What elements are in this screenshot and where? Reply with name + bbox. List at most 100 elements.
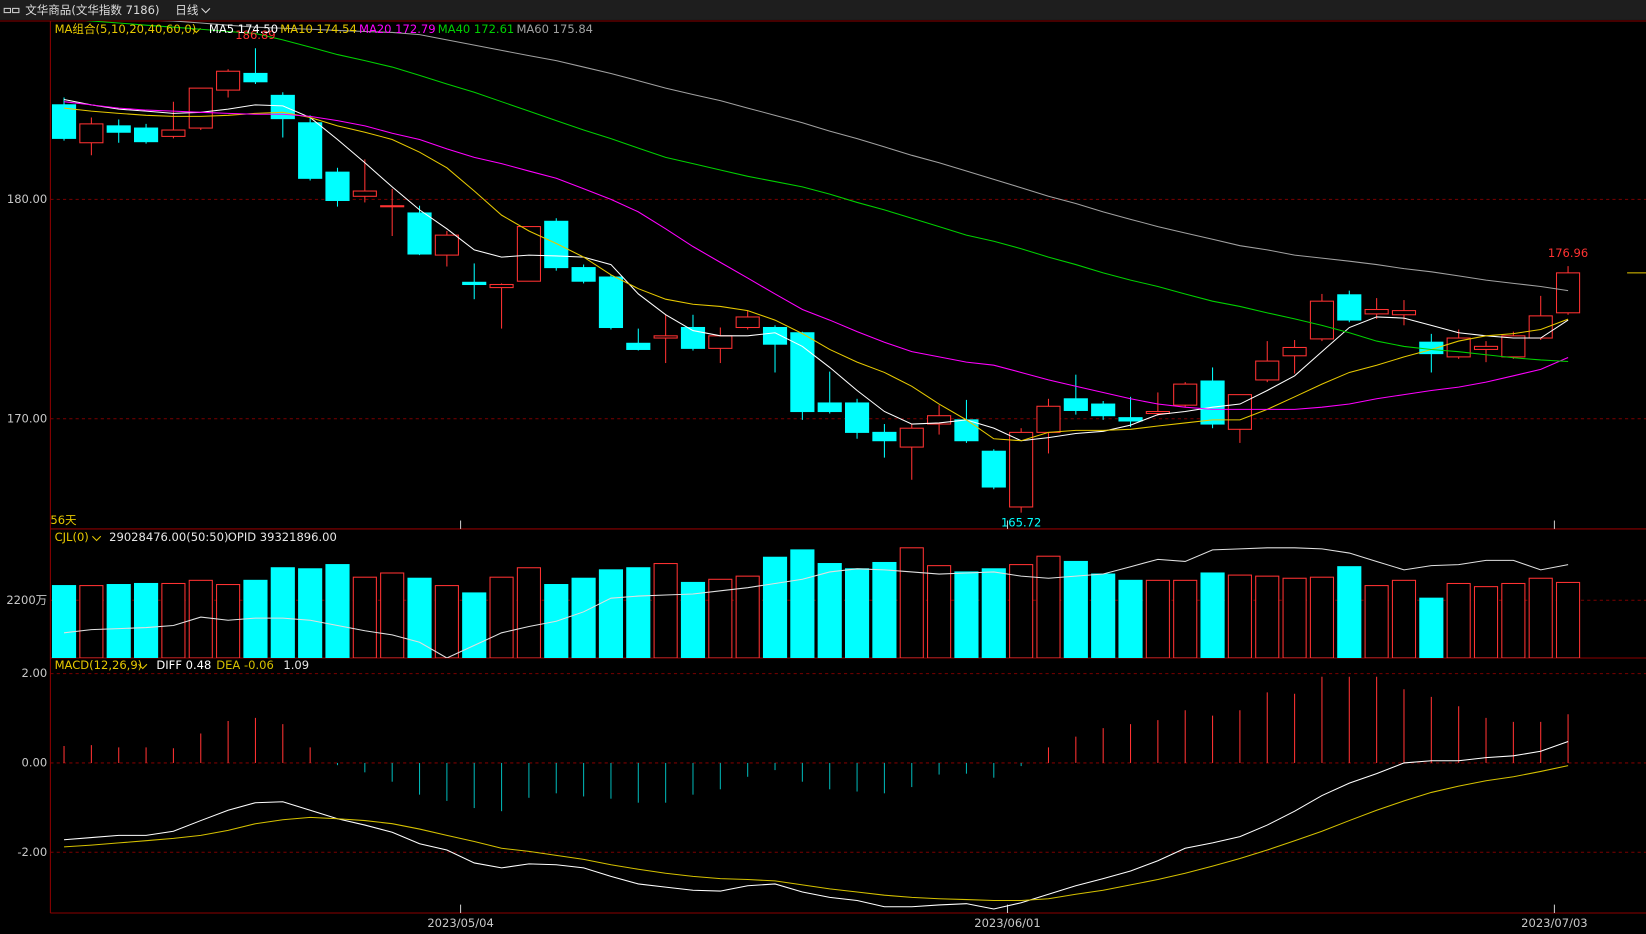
volume-bar xyxy=(1473,586,1499,658)
candle-body xyxy=(1200,380,1225,425)
volume-bar xyxy=(1200,572,1225,658)
volume-bar xyxy=(1501,582,1526,658)
candle-body xyxy=(844,402,870,433)
candle-body xyxy=(462,281,487,286)
volume-bar xyxy=(1309,576,1335,658)
candle-body xyxy=(1063,398,1088,411)
candle-body xyxy=(188,87,213,129)
y-tick-label: -2.00 xyxy=(17,845,47,859)
ma-chevron[interactable] xyxy=(191,27,201,34)
legend-entry: DIFF 0.48 xyxy=(156,658,211,672)
line-series xyxy=(84,20,1569,363)
volume-bar xyxy=(1091,573,1116,658)
volume-bar xyxy=(735,575,760,658)
volume-bar xyxy=(817,563,842,658)
volume-bar xyxy=(1145,579,1170,658)
volume-bar xyxy=(1009,564,1034,658)
volume-bar xyxy=(872,561,897,658)
candle-body xyxy=(1227,394,1252,430)
volume-bar xyxy=(1446,582,1471,658)
candle-body xyxy=(106,125,131,133)
candle-body xyxy=(1173,383,1198,406)
volume-bar xyxy=(653,563,678,658)
volume-bar xyxy=(1337,566,1362,658)
candle-body xyxy=(571,267,596,282)
volume-bar xyxy=(598,569,624,658)
candle-body xyxy=(1337,294,1362,321)
candle-body xyxy=(708,335,733,349)
macd-readout: 1.09 xyxy=(283,658,309,672)
plot-area xyxy=(50,547,1646,658)
candle-body xyxy=(1255,360,1280,381)
macd-chevron[interactable] xyxy=(138,663,148,670)
volume-bar xyxy=(51,585,77,658)
price-label: 186.89 xyxy=(235,28,275,42)
volume-bar xyxy=(1528,577,1553,658)
volume-bar xyxy=(1255,575,1280,658)
readout: 29028476.00(50:50) xyxy=(109,530,228,544)
y-tick-label: 0.00 xyxy=(22,755,48,769)
candle-body xyxy=(216,70,241,91)
volume-bar xyxy=(489,576,514,658)
volume-bar xyxy=(762,556,788,658)
volume-bar xyxy=(790,549,815,658)
period-chevron[interactable] xyxy=(201,8,211,14)
candle-body xyxy=(434,234,459,256)
candle-body xyxy=(762,326,788,345)
candle-body xyxy=(352,190,377,197)
line-series xyxy=(63,741,1569,910)
period-select[interactable]: 日线 xyxy=(175,3,199,17)
candle-body xyxy=(981,450,1006,488)
candle-body xyxy=(954,419,979,442)
legend-entry: MA40 172.61 xyxy=(438,22,515,36)
volume-bar xyxy=(1118,579,1143,658)
line-series xyxy=(63,98,1569,442)
candle-body xyxy=(1145,411,1170,415)
candle-body xyxy=(1501,335,1526,358)
candle-body xyxy=(298,122,323,179)
line-series xyxy=(63,547,1569,658)
candle-body xyxy=(1473,345,1499,350)
candle-body xyxy=(899,427,924,448)
legend-entry: MA60 175.84 xyxy=(516,22,593,36)
volume-bar xyxy=(106,584,131,658)
line-series xyxy=(64,765,1569,902)
volume-bar xyxy=(626,567,651,658)
candle-body xyxy=(598,276,624,329)
candle-body xyxy=(380,205,405,208)
volume-bar xyxy=(1555,581,1581,658)
days-label: 56天 xyxy=(50,513,77,527)
candle-body xyxy=(1036,405,1061,433)
legend-entry: MA10 174.54 xyxy=(280,22,357,36)
volume-bar xyxy=(462,592,487,658)
volume-bar xyxy=(899,547,924,658)
line-series xyxy=(63,107,1569,442)
volume-bar xyxy=(216,584,241,658)
volume-bar xyxy=(844,568,870,658)
x-tick-label: 2023/05/04 xyxy=(427,916,493,930)
symbol-title[interactable]: 文华商品(文华指数 7186) xyxy=(25,3,159,17)
candle-body xyxy=(1282,346,1307,357)
panel-title: MA组合(5,10,20,40,60,0) xyxy=(55,22,197,36)
candle-body xyxy=(1364,308,1389,315)
readout: OPID 39321896.00 xyxy=(228,530,337,544)
candle-body xyxy=(1009,431,1034,508)
y-tick-label: 2.00 xyxy=(22,666,48,680)
candle-body xyxy=(1309,300,1335,340)
menu-icon[interactable] xyxy=(3,7,20,14)
y-tick-label: 170.00 xyxy=(7,411,47,425)
price-label: 165.72 xyxy=(1001,516,1041,530)
cjl-chevron[interactable] xyxy=(92,535,102,542)
candle-body xyxy=(653,335,678,339)
line-series xyxy=(159,20,1569,292)
candle-body xyxy=(1091,403,1116,417)
volume-bar xyxy=(1036,555,1061,658)
volume-bar xyxy=(434,585,459,658)
volume-bar xyxy=(1391,579,1417,658)
x-tick-label: 2023/07/03 xyxy=(1521,916,1587,930)
volume-bar xyxy=(1173,579,1198,658)
legend-entry: MA20 172.79 xyxy=(359,22,436,36)
